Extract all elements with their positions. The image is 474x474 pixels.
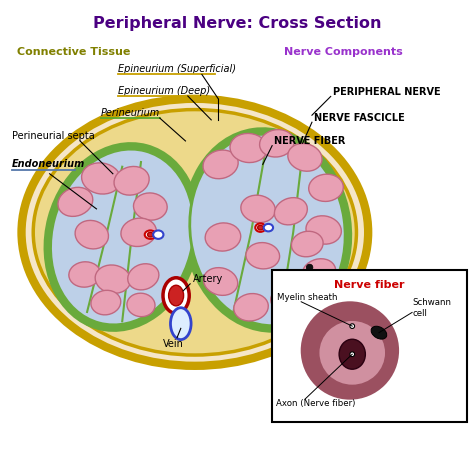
- Ellipse shape: [257, 225, 263, 230]
- Ellipse shape: [91, 290, 121, 315]
- Text: Artery: Artery: [192, 274, 223, 284]
- Text: Vein: Vein: [164, 339, 184, 349]
- Ellipse shape: [44, 142, 201, 332]
- FancyBboxPatch shape: [272, 270, 466, 422]
- Ellipse shape: [288, 144, 322, 171]
- Ellipse shape: [190, 134, 345, 326]
- Ellipse shape: [169, 285, 183, 306]
- Ellipse shape: [230, 134, 267, 163]
- Text: Connective Tissue: Connective Tissue: [17, 47, 130, 57]
- Ellipse shape: [302, 259, 336, 285]
- Ellipse shape: [21, 99, 368, 366]
- Ellipse shape: [271, 287, 306, 314]
- Ellipse shape: [114, 166, 149, 195]
- Text: Nerve Components: Nerve Components: [284, 47, 402, 57]
- Text: Myelin sheath: Myelin sheath: [277, 293, 337, 301]
- Ellipse shape: [33, 109, 356, 355]
- Text: Schwann
cell: Schwann cell: [412, 298, 451, 318]
- Ellipse shape: [203, 268, 238, 295]
- Ellipse shape: [134, 193, 167, 220]
- Ellipse shape: [306, 216, 341, 244]
- Text: NERVE FIBER: NERVE FIBER: [274, 136, 346, 146]
- Ellipse shape: [319, 321, 385, 385]
- Ellipse shape: [350, 324, 355, 328]
- Text: Axon (Nerve fiber): Axon (Nerve fiber): [276, 399, 355, 408]
- Ellipse shape: [203, 150, 238, 179]
- Text: NERVE FASCICLE: NERVE FASCICLE: [314, 112, 405, 123]
- Ellipse shape: [241, 195, 275, 223]
- Ellipse shape: [69, 262, 100, 287]
- Text: PERIPHERAL NERVE: PERIPHERAL NERVE: [333, 87, 441, 97]
- Ellipse shape: [75, 220, 109, 249]
- Ellipse shape: [350, 352, 355, 356]
- Text: Perineurial septa: Perineurial septa: [12, 131, 95, 141]
- Ellipse shape: [301, 301, 399, 400]
- Ellipse shape: [171, 308, 191, 339]
- Text: Epineurium (Superficial): Epineurium (Superficial): [118, 64, 236, 74]
- Ellipse shape: [306, 264, 313, 271]
- Ellipse shape: [95, 265, 130, 293]
- Ellipse shape: [274, 198, 307, 225]
- Ellipse shape: [292, 231, 323, 257]
- Ellipse shape: [145, 230, 156, 239]
- Text: Perineurium: Perineurium: [101, 108, 160, 118]
- Ellipse shape: [255, 223, 265, 232]
- Ellipse shape: [264, 224, 273, 231]
- Text: Epineurium (Deep): Epineurium (Deep): [118, 86, 210, 96]
- Ellipse shape: [121, 218, 156, 246]
- Ellipse shape: [58, 187, 93, 217]
- Ellipse shape: [51, 149, 194, 325]
- Ellipse shape: [147, 232, 153, 237]
- Ellipse shape: [127, 293, 155, 317]
- Text: Peripheral Nerve: Cross Section: Peripheral Nerve: Cross Section: [93, 17, 381, 31]
- Ellipse shape: [205, 223, 241, 251]
- Text: Endoneurium: Endoneurium: [12, 159, 85, 169]
- Ellipse shape: [163, 278, 189, 313]
- Ellipse shape: [309, 174, 343, 201]
- Ellipse shape: [260, 129, 294, 157]
- Ellipse shape: [82, 163, 121, 194]
- Ellipse shape: [246, 243, 280, 269]
- Ellipse shape: [371, 326, 387, 339]
- Ellipse shape: [128, 264, 159, 290]
- Text: Nerve fiber: Nerve fiber: [334, 280, 405, 290]
- Ellipse shape: [234, 293, 268, 321]
- Ellipse shape: [339, 339, 365, 369]
- Ellipse shape: [182, 127, 352, 333]
- Ellipse shape: [153, 230, 164, 239]
